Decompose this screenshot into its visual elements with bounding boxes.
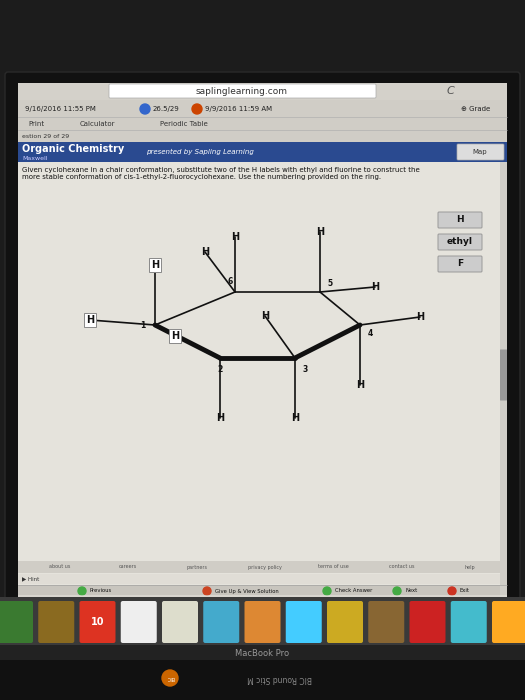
Bar — [18, 83, 507, 100]
Circle shape — [192, 104, 202, 114]
Text: 3: 3 — [302, 365, 308, 375]
FancyBboxPatch shape — [286, 601, 322, 643]
FancyBboxPatch shape — [438, 256, 482, 272]
Bar — [18, 83, 507, 130]
Circle shape — [393, 587, 401, 595]
Text: help: help — [465, 564, 475, 570]
Text: ethyl: ethyl — [447, 237, 473, 246]
Bar — [0, 660, 525, 700]
Text: terms of use: terms of use — [318, 564, 349, 570]
Text: H: H — [316, 227, 324, 237]
Text: about us: about us — [49, 564, 71, 570]
Text: F: F — [457, 258, 463, 267]
Text: careers: careers — [119, 564, 138, 570]
Text: 9/16/2016 11:55 PM: 9/16/2016 11:55 PM — [25, 106, 96, 112]
Circle shape — [78, 587, 86, 595]
Text: H: H — [151, 260, 159, 270]
Text: BIC Round Stic M: BIC Round Stic M — [248, 673, 312, 682]
FancyBboxPatch shape — [162, 601, 198, 643]
Text: 5: 5 — [328, 279, 332, 288]
Circle shape — [323, 587, 331, 595]
Text: 10: 10 — [91, 617, 104, 627]
Text: Previous: Previous — [90, 589, 112, 594]
FancyBboxPatch shape — [0, 601, 33, 643]
Text: Print: Print — [28, 120, 44, 127]
Text: H: H — [86, 315, 94, 325]
Text: ▶ Hint: ▶ Hint — [22, 577, 39, 582]
Text: 1: 1 — [140, 321, 145, 330]
Text: Next: Next — [405, 589, 417, 594]
FancyBboxPatch shape — [492, 601, 525, 643]
Text: H: H — [291, 413, 299, 423]
Bar — [18, 130, 507, 142]
Text: Periodic Table: Periodic Table — [160, 120, 208, 127]
FancyBboxPatch shape — [245, 601, 280, 643]
Text: H: H — [231, 232, 239, 242]
FancyBboxPatch shape — [109, 84, 376, 98]
Text: H: H — [371, 282, 379, 292]
Text: H: H — [456, 214, 464, 223]
Text: Given cyclohexane in a chair conformation, substitute two of the H labels with e: Given cyclohexane in a chair conformatio… — [22, 167, 420, 173]
Text: privacy policy: privacy policy — [248, 564, 282, 570]
FancyBboxPatch shape — [438, 234, 482, 250]
Text: BIC: BIC — [166, 676, 174, 680]
Bar — [18, 574, 507, 584]
FancyBboxPatch shape — [410, 601, 446, 643]
Text: more stable conformation of cis-1-ethyl-2-fluorocyclohexane. Use the numbering p: more stable conformation of cis-1-ethyl-… — [22, 174, 381, 180]
FancyBboxPatch shape — [203, 601, 239, 643]
FancyBboxPatch shape — [438, 212, 482, 228]
FancyBboxPatch shape — [121, 601, 157, 643]
Bar — [18, 117, 507, 130]
FancyBboxPatch shape — [457, 144, 504, 160]
Text: ⊕ Grade: ⊕ Grade — [461, 106, 490, 112]
Bar — [18, 585, 507, 597]
Text: Check Answer: Check Answer — [335, 589, 372, 594]
Bar — [18, 162, 507, 597]
Bar — [18, 83, 507, 597]
Bar — [0, 645, 525, 660]
Text: Organic Chemistry: Organic Chemistry — [22, 144, 124, 154]
FancyBboxPatch shape — [500, 349, 507, 400]
Text: H: H — [261, 311, 269, 321]
Text: Maxwell: Maxwell — [22, 155, 47, 160]
Text: Give Up & View Solution: Give Up & View Solution — [215, 589, 279, 594]
Text: Calculator: Calculator — [80, 120, 116, 127]
Text: estion 29 of 29: estion 29 of 29 — [22, 134, 69, 139]
Text: H: H — [171, 331, 179, 341]
Text: C: C — [446, 86, 454, 96]
Text: presented by Sapling Learning: presented by Sapling Learning — [146, 149, 254, 155]
Circle shape — [203, 587, 211, 595]
Text: contact us: contact us — [389, 564, 414, 570]
Text: H: H — [216, 413, 224, 423]
Circle shape — [448, 587, 456, 595]
Text: partners: partners — [186, 564, 207, 570]
FancyBboxPatch shape — [451, 601, 487, 643]
Text: 4: 4 — [368, 328, 373, 337]
Text: MacBook Pro: MacBook Pro — [235, 648, 289, 657]
FancyBboxPatch shape — [38, 601, 74, 643]
Bar — [500, 162, 507, 597]
Text: Map: Map — [472, 149, 487, 155]
Text: Exit: Exit — [460, 589, 470, 594]
FancyBboxPatch shape — [327, 601, 363, 643]
Text: 6: 6 — [227, 277, 233, 286]
Bar — [18, 561, 507, 573]
Bar — [18, 142, 507, 162]
Bar — [18, 100, 507, 117]
Text: H: H — [356, 380, 364, 390]
Circle shape — [162, 670, 178, 686]
Bar — [0, 597, 525, 645]
Text: 2: 2 — [217, 365, 223, 375]
Text: saplinglearning.com: saplinglearning.com — [196, 87, 288, 95]
FancyBboxPatch shape — [5, 72, 520, 608]
FancyBboxPatch shape — [79, 601, 116, 643]
Text: 9/9/2016 11:59 AM: 9/9/2016 11:59 AM — [205, 106, 272, 112]
FancyBboxPatch shape — [368, 601, 404, 643]
Circle shape — [140, 104, 150, 114]
Bar — [18, 595, 507, 597]
Text: 26.5/29: 26.5/29 — [153, 106, 180, 112]
Text: H: H — [201, 247, 209, 257]
Text: H: H — [416, 312, 424, 322]
